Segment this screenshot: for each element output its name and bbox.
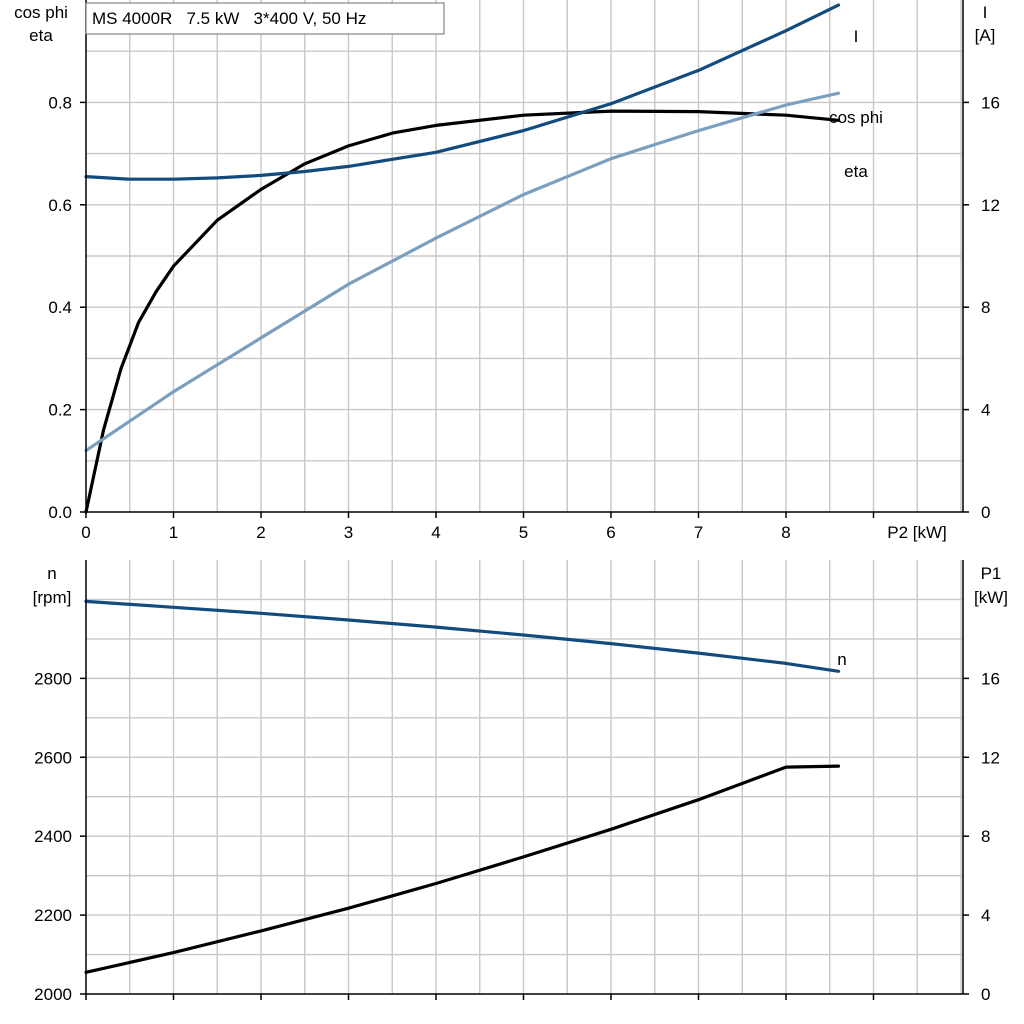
speed-input-power-panel: 2000 2200 2400 2600 2800 0 4 8 12 16 n [rpm] P1 [… xyxy=(33,560,1008,1004)
x-tick-label: 2 xyxy=(256,523,265,542)
right-axis-title-line-2: [kW] xyxy=(974,588,1008,607)
curve-label-n: n xyxy=(837,650,846,669)
x-axis-title: P2 [kW] xyxy=(887,523,947,542)
right-tick-label: 0 xyxy=(981,503,990,522)
left-tick-label: 0.8 xyxy=(48,93,72,112)
top-left-axis-title: cos phi eta xyxy=(14,3,68,45)
left-axis-title-line-2: [rpm] xyxy=(33,588,72,607)
left-tick-label: 2600 xyxy=(34,748,72,767)
right-tick-label: 0 xyxy=(981,985,990,1004)
right-tick-label: 8 xyxy=(981,827,990,846)
curve-label-I: I xyxy=(854,27,859,46)
right-tick-label: 8 xyxy=(981,298,990,317)
right-tick-label: 4 xyxy=(981,401,990,420)
chart-title-box: MS 4000R 7.5 kW 3*400 V, 50 Hz xyxy=(85,2,445,35)
right-tick-label: 4 xyxy=(981,906,990,925)
series-line-cos-phi xyxy=(84,91,841,453)
series-line-p1 xyxy=(84,764,841,974)
left-tick-label: 2800 xyxy=(34,669,72,688)
left-axis-title-line-2: eta xyxy=(29,26,53,45)
right-axis-title-line-1: I xyxy=(983,3,988,22)
bottom-series xyxy=(84,599,841,974)
right-tick-label: 16 xyxy=(981,669,1000,688)
x-tick-label: 6 xyxy=(606,523,615,542)
left-tick-label: 2200 xyxy=(34,906,72,925)
right-tick-label: 12 xyxy=(981,196,1000,215)
series-line-eta xyxy=(84,109,841,514)
left-tick-label: 0.2 xyxy=(48,401,72,420)
right-tick-label: 12 xyxy=(981,748,1000,767)
left-axis-title-line-1: cos phi xyxy=(14,3,68,22)
chart-title-frame xyxy=(85,2,445,35)
left-tick-label: 0.6 xyxy=(48,196,72,215)
left-tick-label: 2000 xyxy=(34,985,72,1004)
left-tick-label: 0.4 xyxy=(48,298,72,317)
right-axis-title-line-1: P1 xyxy=(981,564,1002,583)
left-tick-label: 0.0 xyxy=(48,503,72,522)
top-series xyxy=(84,3,841,514)
x-tick-label: 8 xyxy=(781,523,790,542)
top-grid xyxy=(86,0,963,512)
x-tick-label: 3 xyxy=(344,523,353,542)
left-axis-title-line-1: n xyxy=(47,564,56,583)
top-axes xyxy=(80,0,969,518)
left-tick-label: 2400 xyxy=(34,827,72,846)
x-tick-label: 7 xyxy=(694,523,703,542)
chart-title: MS 4000R 7.5 kW 3*400 V, 50 Hz xyxy=(92,9,366,28)
bottom-axes xyxy=(80,560,969,1000)
x-tick-label: 1 xyxy=(169,523,178,542)
bottom-left-axis-title: n [rpm] xyxy=(33,564,72,607)
top-right-axis-title: I [A] xyxy=(975,3,996,45)
bottom-right-axis-title: P1 [kW] xyxy=(974,564,1008,607)
series-line-n xyxy=(84,599,841,673)
bottom-grid xyxy=(86,560,963,994)
bottom-tick-labels: 2000 2200 2400 2600 2800 0 4 8 12 16 xyxy=(34,669,1000,1004)
series-line-i xyxy=(84,3,841,181)
x-tick-label: 5 xyxy=(519,523,528,542)
curve-label-eta: eta xyxy=(844,162,868,181)
curve-label-cos-phi: cos phi xyxy=(829,108,883,127)
right-axis-title-line-2: [A] xyxy=(975,26,996,45)
x-tick-label: 0 xyxy=(81,523,90,542)
x-tick-label: 4 xyxy=(431,523,440,542)
right-tick-label: 16 xyxy=(981,93,1000,112)
